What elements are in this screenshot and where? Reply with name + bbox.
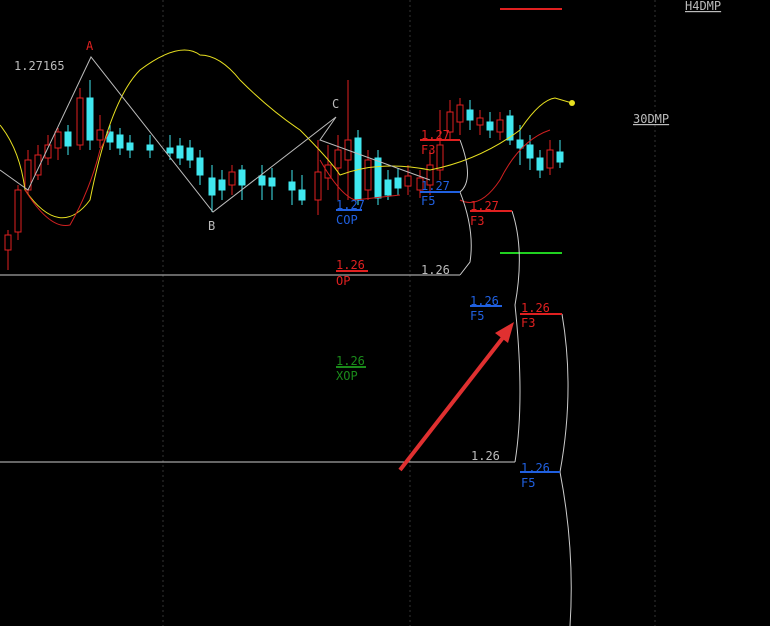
- candle-body: [218, 179, 226, 191]
- level-tag: F5: [470, 309, 484, 323]
- candle-body: [324, 164, 332, 179]
- candles: [4, 80, 564, 270]
- candle-body: [426, 164, 434, 186]
- candle-body: [496, 119, 504, 133]
- candle-body: [546, 149, 554, 169]
- candle-body: [456, 104, 464, 123]
- candle-body: [228, 171, 236, 186]
- point-label: A: [86, 39, 94, 53]
- candle-body: [526, 144, 534, 159]
- level-tag: F3: [470, 214, 484, 228]
- level-tag: OP: [336, 274, 350, 288]
- level-value: 1.26: [336, 354, 365, 368]
- level-value: 1.27: [421, 179, 450, 193]
- candle-body: [394, 177, 402, 189]
- candle-body: [208, 177, 216, 196]
- candle-body: [364, 159, 372, 191]
- candle-body: [76, 97, 84, 146]
- level-tag: COP: [336, 213, 358, 227]
- candle-body: [298, 189, 306, 201]
- candle-body: [54, 131, 62, 149]
- candle-body: [44, 144, 52, 159]
- candle-body: [536, 157, 544, 171]
- candle-body: [466, 109, 474, 121]
- candle-body: [116, 134, 124, 149]
- level-tag: F3: [421, 143, 435, 157]
- candle-body: [416, 177, 424, 191]
- marker: [569, 100, 575, 106]
- candle-body: [486, 121, 494, 131]
- candle-body: [334, 149, 342, 169]
- candle-body: [14, 189, 22, 233]
- zigzag: [0, 56, 431, 213]
- candle-body: [404, 175, 412, 187]
- level-value: 1.26: [336, 258, 365, 272]
- candle-body: [516, 139, 524, 149]
- candle-body: [146, 144, 154, 151]
- candle-body: [4, 234, 12, 251]
- candle-body: [314, 171, 322, 201]
- red-line: [24, 129, 551, 227]
- level-tag: F5: [521, 476, 535, 490]
- candle-body: [64, 131, 72, 147]
- candle-body: [436, 144, 444, 171]
- level-tag: XOP: [336, 369, 358, 383]
- guide-label: 1.26: [421, 263, 450, 277]
- candle-body: [446, 111, 454, 133]
- level-value: 1.26: [470, 294, 499, 308]
- guide-label: 1.26: [471, 449, 500, 463]
- grid: [162, 0, 656, 626]
- point-label: B: [208, 219, 215, 233]
- candle-body: [126, 142, 134, 151]
- level-value: 1.26: [521, 461, 550, 475]
- indicator: 30DMP: [633, 112, 669, 126]
- candle-body: [258, 175, 266, 186]
- yellow-line: [0, 49, 573, 219]
- candle-body: [238, 169, 246, 186]
- level-value: 1.26: [521, 301, 550, 315]
- candle-body: [476, 117, 484, 126]
- candle-body: [288, 181, 296, 191]
- point-label: C: [332, 97, 339, 111]
- candle-body: [556, 151, 564, 163]
- candle-body: [374, 157, 382, 199]
- candle-body: [506, 115, 514, 141]
- price-label: 1.27165: [14, 59, 65, 73]
- guides: [0, 139, 572, 626]
- level-value: 1.27: [421, 128, 450, 142]
- level-value: 1.27: [470, 199, 499, 213]
- candle-body: [86, 97, 94, 141]
- level-tag: F5: [421, 194, 435, 208]
- candle-body: [176, 145, 184, 159]
- candle-body: [166, 147, 174, 154]
- level-tag: F3: [521, 316, 535, 330]
- candle-body: [196, 157, 204, 176]
- level-value: 1.27: [336, 198, 365, 212]
- candle-body: [34, 154, 42, 176]
- candle-body: [96, 129, 104, 141]
- candle-body: [186, 147, 194, 161]
- candle-body: [268, 177, 276, 187]
- indicator: H4DMP: [685, 0, 721, 13]
- arrow: [398, 322, 514, 472]
- candle-body: [384, 179, 392, 196]
